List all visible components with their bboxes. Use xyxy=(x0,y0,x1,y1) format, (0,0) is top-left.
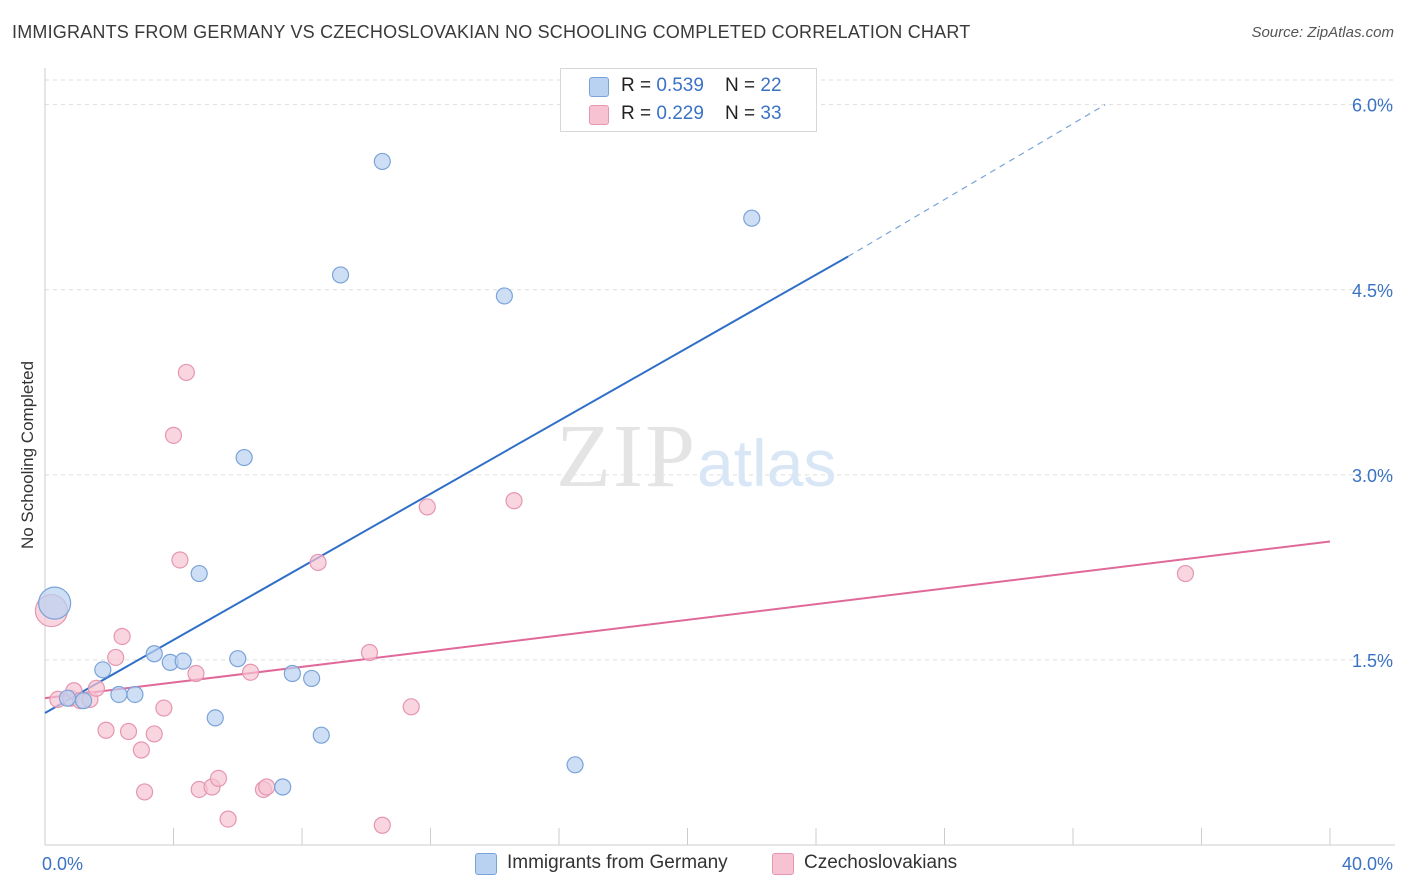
germany-point-15 xyxy=(303,669,321,688)
czechoslovakians-point-12 xyxy=(135,783,154,801)
chart-title: IMMIGRANTS FROM GERMANY VS CZECHOSLOVAKI… xyxy=(12,22,971,42)
czechoslovakians-point-32 xyxy=(1176,564,1195,583)
germany-point-20 xyxy=(566,756,584,774)
czechoslovakians-point-30 xyxy=(418,498,436,516)
germany-point-1 xyxy=(58,689,77,707)
series-label-germany: Immigrants from Germany xyxy=(507,852,728,873)
czechoslovakians-point-14 xyxy=(155,699,173,717)
germany-point-5 xyxy=(126,685,144,704)
germany-point-2 xyxy=(74,692,93,710)
germany-point-3 xyxy=(94,661,112,679)
germany-point-4 xyxy=(110,685,128,704)
legend-swatch-blue xyxy=(589,77,609,97)
x-tick-label-1: 40.0% xyxy=(1342,854,1393,874)
czechoslovakians-point-26 xyxy=(309,553,327,572)
y-tick-label-1: 3.0% xyxy=(1352,466,1393,486)
czechoslovakians-point-6 xyxy=(87,679,106,697)
czechoslovakians-point-18 xyxy=(187,664,205,683)
czechoslovakians-point-28 xyxy=(373,816,391,834)
series-swatch-pink xyxy=(772,853,794,875)
y-tick-label-0: 1.5% xyxy=(1352,651,1393,671)
legend-swatch-pink xyxy=(589,105,609,125)
czechoslovakians-point-15 xyxy=(164,426,183,444)
czechoslovakians-point-7 xyxy=(97,721,115,739)
czechoslovakians-point-17 xyxy=(177,363,195,382)
trendline-czechoslovakians xyxy=(44,540,1331,700)
germany-point-16 xyxy=(312,726,330,744)
germany-point-6 xyxy=(145,645,163,663)
czechoslovakians-point-27 xyxy=(360,643,379,662)
y-tick-label-2: 4.5% xyxy=(1352,281,1393,301)
y-axis-label: No Schooling Completed xyxy=(18,360,37,550)
series-label-czechoslovakians: Czechoslovakians xyxy=(804,852,958,873)
legend-text-czechoslovakians: R = 0.229 N = 33 xyxy=(621,103,782,124)
watermark: ZIPatlas xyxy=(556,405,836,508)
germany-point-13 xyxy=(274,778,292,796)
czechoslovakians-point-11 xyxy=(132,741,150,759)
germany-point-0 xyxy=(38,586,72,620)
czechoslovakians-point-29 xyxy=(402,698,420,716)
trendline-germany-extension xyxy=(847,104,1106,257)
source-label: Source: ZipAtlas.com xyxy=(1251,24,1394,41)
correlation-legend: R = 0.539 N = 22 R = 0.229 N = 33 xyxy=(560,68,817,132)
germany-point-21 xyxy=(743,209,761,227)
axes xyxy=(44,68,1395,846)
germany-point-12 xyxy=(235,448,253,467)
germany-point-8 xyxy=(174,652,192,670)
germany-point-17 xyxy=(331,266,350,284)
tick-labels: 1.5% 3.0% 4.5% 6.0% 0.0% 40.0% xyxy=(42,96,1393,874)
germany-point-11 xyxy=(229,650,247,668)
czechoslovakians-point-23 xyxy=(242,663,260,681)
czechoslovakians-point-9 xyxy=(113,627,131,646)
legend-text-germany: R = 0.539 N = 22 xyxy=(621,75,782,96)
germany-point-18 xyxy=(373,152,391,171)
germany-point-9 xyxy=(190,564,208,583)
germany-point-10 xyxy=(206,709,224,727)
czechoslovakians-point-21 xyxy=(209,769,228,787)
y-tick-label-3: 6.0% xyxy=(1352,96,1393,116)
watermark-atlas: atlas xyxy=(697,426,837,500)
watermark-zip: ZIP xyxy=(556,407,697,506)
czechoslovakians-point-10 xyxy=(119,722,138,741)
czechoslovakians-point-13 xyxy=(145,725,163,743)
czechoslovakians-point-8 xyxy=(107,648,125,667)
series-swatch-blue xyxy=(475,853,497,875)
czechoslovakians-point-25 xyxy=(258,778,276,796)
germany-point-19 xyxy=(495,287,513,305)
germany-point-14 xyxy=(283,664,301,683)
czechoslovakians-point-22 xyxy=(219,810,237,828)
czechoslovakians-point-31 xyxy=(505,492,523,510)
data-points xyxy=(34,152,1195,834)
trendline-germany xyxy=(44,255,849,714)
x-tick-label-0: 0.0% xyxy=(42,854,83,874)
czechoslovakians-point-16 xyxy=(171,551,189,569)
